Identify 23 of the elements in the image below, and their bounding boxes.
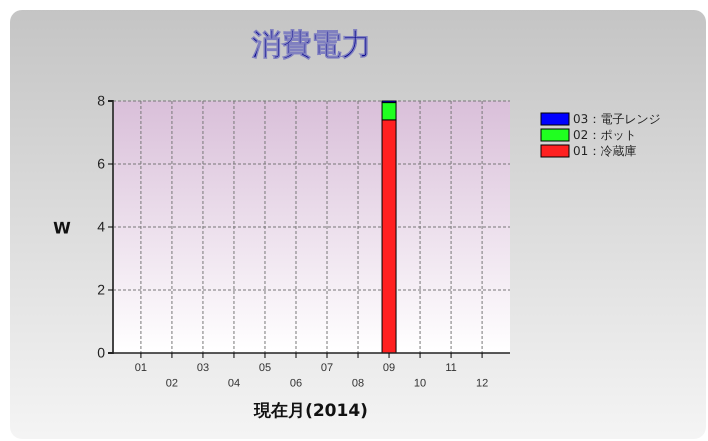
x-tick-label: 12 — [476, 377, 488, 390]
y-tick-label: 2 — [97, 281, 106, 298]
x-tick-label: 04 — [228, 377, 240, 390]
x-tick-label: 06 — [290, 377, 302, 390]
x-tick-label: 08 — [352, 377, 364, 390]
x-tick-label: 11 — [445, 362, 457, 374]
x-tick-label: 09 — [382, 362, 396, 374]
legend-label: 02：ポット — [573, 128, 636, 142]
legend-label: 01：冷蔵庫 — [573, 144, 636, 158]
y-tick-label: 4 — [97, 218, 106, 234]
y-tick-label: 6 — [97, 155, 106, 172]
x-tick-label: 05 — [258, 362, 272, 374]
x-tick-label: 10 — [414, 377, 426, 390]
y-tick-label: 8 — [97, 92, 106, 108]
legend-label: 03：電子レンジ — [573, 112, 660, 126]
x-tick-label: 01 — [134, 362, 148, 374]
y-axis-title: W — [53, 218, 72, 238]
x-tick-label: 03 — [196, 362, 210, 374]
x-tick-label: 02 — [166, 377, 178, 390]
x-axis-title: 現在月(2014) — [253, 401, 368, 421]
y-tick-label: 0 — [97, 344, 106, 360]
x-tick-label: 07 — [320, 362, 334, 374]
chart-title: 消費電力 — [250, 28, 372, 62]
